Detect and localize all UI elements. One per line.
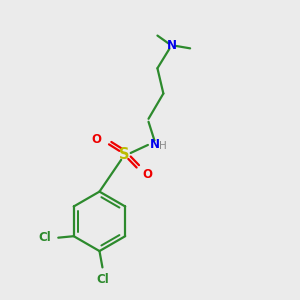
Text: S: S — [119, 147, 130, 162]
Text: O: O — [91, 133, 101, 146]
Text: H: H — [160, 140, 167, 151]
Text: N: N — [167, 40, 177, 52]
Text: O: O — [142, 168, 153, 181]
Text: N: N — [149, 138, 160, 151]
Text: Cl: Cl — [96, 273, 109, 286]
Text: Cl: Cl — [39, 231, 51, 244]
